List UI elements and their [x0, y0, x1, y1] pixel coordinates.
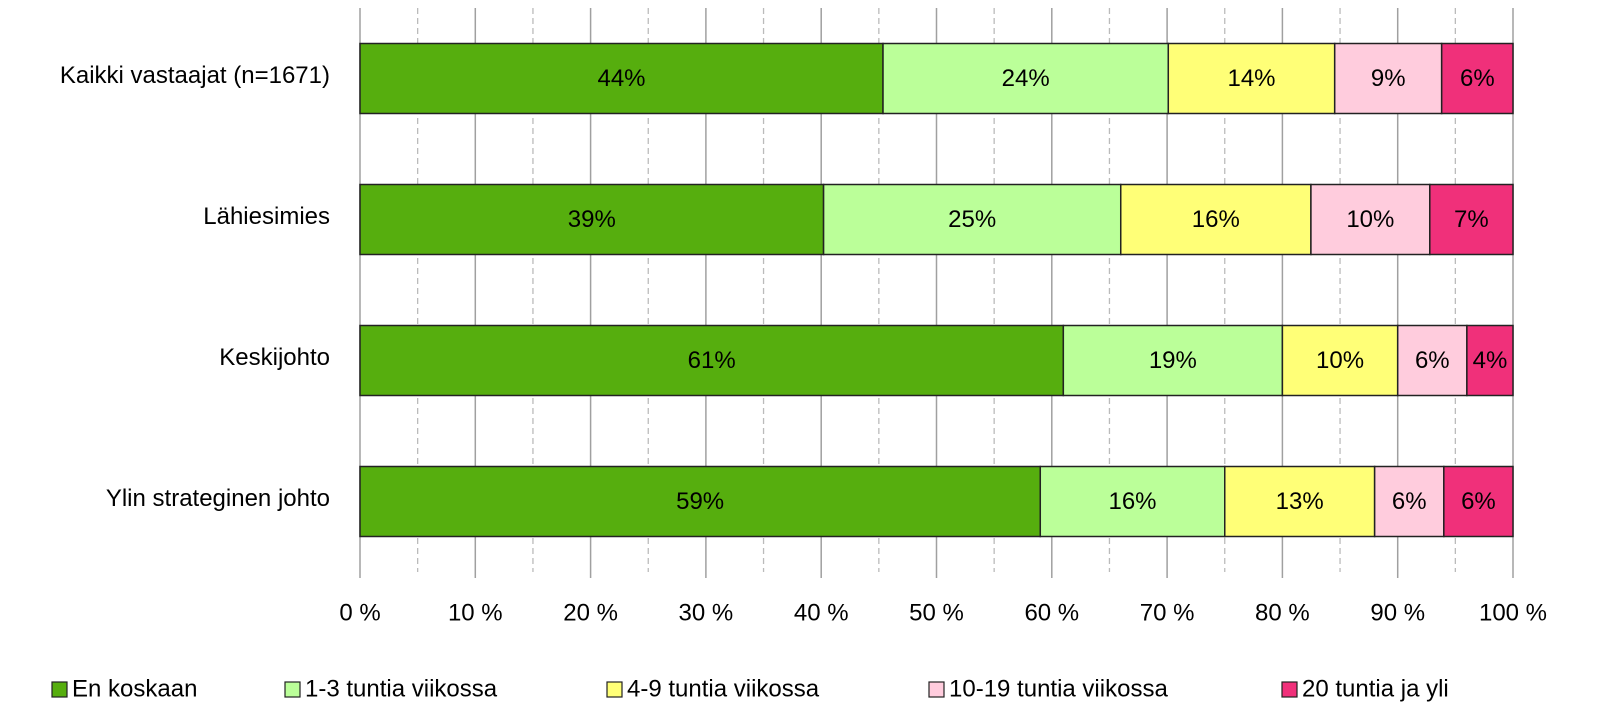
- data-label: 24%: [1002, 65, 1050, 92]
- data-label: 9%: [1371, 65, 1406, 92]
- x-tick-label: 10 %: [448, 599, 503, 626]
- data-label: 44%: [597, 65, 645, 92]
- bar-segment: [1167, 42, 1336, 115]
- data-label: 6%: [1461, 488, 1496, 515]
- bar-segment: [1281, 324, 1399, 397]
- legend-swatch: [928, 681, 945, 698]
- bar-segment: [1440, 42, 1514, 115]
- bar-segment: [1429, 183, 1514, 256]
- x-tick-label: 80 %: [1255, 599, 1310, 626]
- data-label: 25%: [948, 206, 996, 233]
- y-tick-label: Ylin strateginen johto: [106, 485, 330, 512]
- y-tick-label: Keskijohto: [219, 344, 330, 371]
- x-tick-label: 40 %: [794, 599, 849, 626]
- data-label: 61%: [688, 347, 736, 374]
- data-label: 16%: [1192, 206, 1240, 233]
- data-label: 16%: [1108, 488, 1156, 515]
- data-label: 19%: [1149, 347, 1197, 374]
- bar-segment: [1373, 465, 1445, 538]
- x-tick-label: 60 %: [1024, 599, 1079, 626]
- bar-segment: [1062, 324, 1284, 397]
- bar-segment: [359, 324, 1065, 397]
- legend-swatch: [284, 681, 301, 698]
- y-tick-label: Kaikki vastaajat (n=1671): [60, 62, 330, 89]
- bar-segment: [1224, 465, 1376, 538]
- x-tick-label: 20 %: [563, 599, 618, 626]
- data-label: 13%: [1276, 488, 1324, 515]
- bar-segment: [359, 465, 1042, 538]
- x-tick-label: 0 %: [339, 599, 380, 626]
- bar-segment: [1443, 465, 1514, 538]
- bar-segment: [1310, 183, 1431, 256]
- legend-label: 10-19 tuntia viikossa: [949, 675, 1168, 702]
- x-tick-label: 30 %: [679, 599, 734, 626]
- bar-segment: [359, 183, 825, 256]
- legend-swatch: [606, 681, 623, 698]
- bar-segment: [1039, 465, 1226, 538]
- legend-label: En koskaan: [72, 675, 197, 702]
- legend-swatch: [1281, 681, 1298, 698]
- legend-label: 1-3 tuntia viikossa: [305, 675, 498, 702]
- data-label: 6%: [1415, 347, 1450, 374]
- bar-segment: [1119, 183, 1312, 256]
- legend-label: 20 tuntia ja yli: [1302, 675, 1449, 702]
- legend-swatch: [51, 681, 68, 698]
- data-label: 59%: [676, 488, 724, 515]
- x-tick-label: 70 %: [1140, 599, 1195, 626]
- data-label: 39%: [568, 206, 616, 233]
- data-label: 6%: [1392, 488, 1427, 515]
- x-tick-label: 90 %: [1370, 599, 1425, 626]
- data-label: 6%: [1460, 65, 1495, 92]
- data-label: 14%: [1227, 65, 1275, 92]
- data-label: 10%: [1316, 347, 1364, 374]
- data-label: 10%: [1346, 206, 1394, 233]
- x-tick-label: 100 %: [1479, 599, 1547, 626]
- bar-segment: [1466, 324, 1514, 397]
- x-tick-label: 50 %: [909, 599, 964, 626]
- data-label: 7%: [1454, 206, 1489, 233]
- y-tick-label: Lähiesimies: [203, 203, 330, 230]
- bar-segment: [1333, 42, 1443, 115]
- data-label: 4%: [1473, 347, 1508, 374]
- legend-label: 4-9 tuntia viikossa: [627, 675, 820, 702]
- bar-segment: [1396, 324, 1468, 397]
